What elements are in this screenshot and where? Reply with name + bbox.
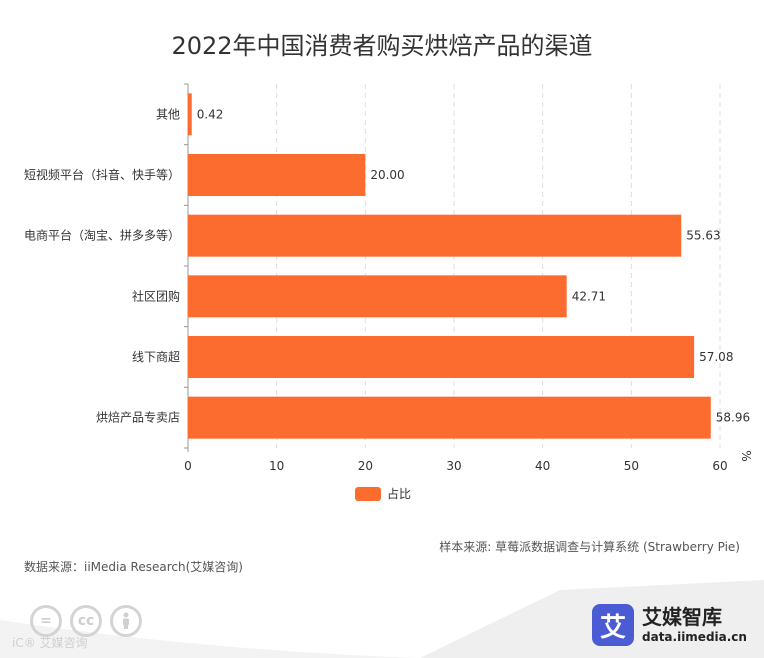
x-tick-label: 60: [712, 459, 727, 473]
category-label: 烘焙产品专卖店: [96, 410, 180, 425]
category-label: 线下商超: [132, 349, 180, 364]
data-label: 57.08: [699, 350, 733, 364]
bar: [188, 93, 192, 136]
data-label: 55.63: [686, 229, 720, 243]
watermark: iC® 艾媒咨询: [12, 636, 88, 650]
data-label: 20.00: [370, 168, 404, 182]
chart-title: 2022年中国消费者购买烘焙产品的渠道: [171, 32, 593, 60]
bar: [188, 214, 682, 257]
brand-url: data.iimedia.cn: [642, 630, 747, 644]
category-label: 社区团购: [132, 288, 180, 303]
bar: [188, 396, 711, 439]
category-label: 其他: [156, 107, 180, 121]
x-axis-unit-label: %: [739, 450, 753, 461]
bar: [188, 275, 567, 318]
x-tick-label: 30: [446, 459, 461, 473]
x-tick-label: 0: [184, 459, 192, 473]
legend-label: 占比: [387, 487, 412, 501]
cc-icon: cc: [70, 605, 102, 637]
person-icon: [110, 605, 142, 637]
sample-source-note: 样本来源: 草莓派数据调查与计算系统 (Strawberry Pie): [439, 540, 740, 554]
brand-logo: 艾: [592, 604, 634, 646]
brand-name: 艾媒智库: [642, 605, 722, 629]
brand[interactable]: 艾 艾媒智库 data.iimedia.cn: [592, 604, 747, 646]
legend-swatch: [355, 486, 381, 501]
bar: [188, 154, 366, 196]
data-label: 42.71: [572, 289, 606, 303]
data-label: 0.42: [197, 107, 224, 121]
category-label: 短视频平台（抖音、快手等）: [24, 167, 180, 182]
bar-chart: 其他 0.42 短视频平台（抖音、快手等） 20.00 电商平台（淘宝、拼多多等） 55.…: [24, 83, 753, 473]
x-tick-label: 50: [624, 459, 639, 473]
category-label: 电商平台（淘宝、拼多多等）: [24, 228, 180, 243]
data-label: 58.96: [716, 411, 750, 425]
bar: [188, 336, 695, 378]
x-tick-label: 40: [535, 459, 550, 473]
x-tick-label: 10: [269, 459, 284, 473]
x-tick-label: 20: [358, 459, 373, 473]
legend[interactable]: 占比: [355, 485, 411, 502]
license-icons: = cc: [30, 605, 142, 637]
equals-icon: =: [30, 605, 62, 637]
data-source-note: 数据来源：iiMedia Research(艾媒咨询): [24, 560, 243, 574]
